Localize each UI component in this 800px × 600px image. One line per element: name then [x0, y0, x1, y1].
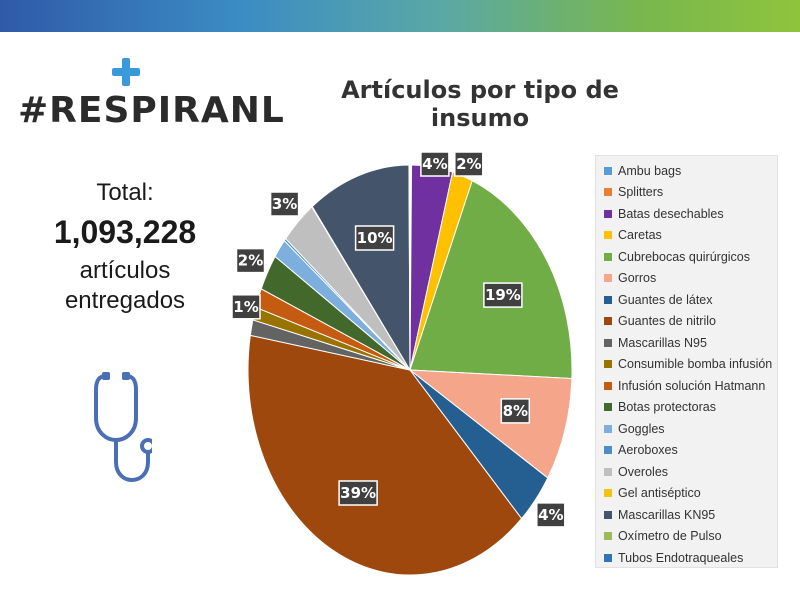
svg-text:2%: 2%	[456, 155, 481, 173]
legend-swatch	[604, 489, 612, 498]
chart-legend: Ambu bags Splitters Batas desechables Caret…	[595, 155, 778, 568]
legend-label: Botas protectoras	[618, 400, 716, 415]
data-label: 2%	[235, 247, 266, 274]
legend-item: Mascarillas KN95	[604, 504, 777, 526]
legend-item: Mascarillas N95	[604, 332, 777, 354]
pie-slice	[408, 369, 573, 479]
data-label: 8%	[500, 398, 531, 424]
data-label: 39%	[338, 480, 378, 506]
legend-item: Overoles	[604, 461, 777, 483]
legend-item: Splitters	[604, 182, 777, 204]
legend-label: Goggles	[618, 421, 665, 436]
legend-item: Consumible bomba infusión	[604, 354, 777, 376]
legend-item: Oxímetro de Pulso	[604, 526, 777, 548]
legend-label: Gorros	[618, 271, 657, 286]
data-label: 4%	[420, 151, 450, 177]
legend-swatch	[604, 209, 612, 218]
svg-text:10%: 10%	[357, 229, 393, 247]
pie-chart: 4% 2% 19% 8% 4% 39% 1% 2% 3% 10%	[231, 151, 573, 576]
svg-text:4%: 4%	[422, 155, 447, 173]
svg-text:8%: 8%	[503, 402, 528, 420]
legend-label: Infusión solución Hatmann	[618, 378, 766, 393]
total-label: Total:	[96, 179, 154, 206]
legend-swatch	[604, 295, 612, 304]
legend-label: Batas desechables	[618, 206, 724, 221]
legend-item: Ambu bags	[604, 160, 777, 182]
legend-swatch	[604, 274, 612, 283]
legend-item: Batas desechables	[604, 203, 777, 225]
legend-swatch	[604, 403, 612, 412]
data-label: 1%	[231, 294, 261, 320]
legend-swatch	[604, 467, 612, 476]
legend-label: Guantes de látex	[618, 292, 713, 307]
legend-item: Guantes de látex	[604, 289, 777, 311]
data-label: 19%	[483, 282, 523, 308]
legend-swatch	[604, 317, 612, 326]
legend-swatch	[604, 231, 612, 240]
legend-item: Caretas	[604, 225, 777, 247]
legend-label: Splitters	[618, 185, 664, 200]
pie-slice	[408, 164, 411, 371]
data-label: 3%	[269, 191, 300, 217]
legend-label: Ambu bags	[618, 163, 682, 178]
legend-swatch	[604, 424, 612, 433]
legend-label: Consumible bomba infusión	[618, 357, 773, 372]
legend-swatch	[604, 446, 612, 455]
svg-text:4%: 4%	[538, 506, 563, 524]
data-label: 4%	[536, 502, 566, 528]
total-caption-2: entregados	[64, 287, 186, 314]
total-caption-1: artículos	[79, 257, 171, 284]
data-label: 10%	[354, 225, 395, 251]
legend-swatch	[604, 188, 612, 197]
legend-item: Goggles	[604, 418, 777, 440]
stethoscope-icon	[94, 372, 152, 483]
svg-text:39%: 39%	[340, 484, 376, 502]
legend-item: Gorros	[604, 268, 777, 290]
legend-label: Oxímetro de Pulso	[618, 529, 722, 544]
legend-item: Gel antiséptico	[604, 483, 777, 505]
legend-label: Tubos Endotraqueales	[618, 550, 744, 565]
pie-slice	[409, 180, 573, 380]
svg-text:2%: 2%	[238, 252, 263, 270]
total-summary: Total: 1,093,228 artículos entregados	[20, 178, 230, 316]
brand-logo: #RESPIRANL	[18, 90, 285, 131]
legend-label: Mascarillas N95	[618, 335, 707, 350]
legend-swatch	[604, 510, 612, 519]
svg-text:19%: 19%	[485, 286, 521, 304]
legend-item: Cubrebocas quirúrgicos	[604, 246, 777, 268]
legend-item: Tubos Endotraqueales	[604, 547, 777, 569]
legend-item: Infusión solución Hatmann	[604, 375, 777, 397]
legend-swatch	[604, 553, 612, 562]
legend-label: Aeroboxes	[618, 443, 678, 458]
legend-swatch	[604, 532, 612, 541]
legend-item: Botas protectoras	[604, 397, 777, 419]
pie-slice	[311, 164, 411, 372]
legend-swatch	[604, 381, 612, 390]
legend-label: Overoles	[618, 464, 669, 479]
pie-slice	[247, 334, 523, 576]
total-value: 1,093,228	[53, 214, 197, 250]
legend-swatch	[604, 252, 612, 261]
medical-cross-icon	[112, 58, 140, 86]
legend-swatch	[604, 338, 612, 347]
legend-label: Gel antiséptico	[618, 486, 701, 501]
legend-label: Cubrebocas quirúrgicos	[618, 249, 751, 264]
legend-item: Aeroboxes	[604, 440, 777, 462]
legend-label: Guantes de nitrilo	[618, 314, 716, 329]
data-label: 2%	[454, 151, 484, 177]
legend-swatch	[604, 166, 612, 175]
svg-text:3%: 3%	[272, 195, 297, 213]
legend-label: Mascarillas KN95	[618, 507, 716, 522]
chart-title: Artículos por tipo de insumo	[341, 76, 619, 132]
legend-swatch	[604, 360, 612, 369]
legend-item: Guantes de nitrilo	[604, 311, 777, 333]
legend-label: Caretas	[618, 228, 662, 243]
header-gradient-bar	[0, 0, 800, 32]
svg-text:1%: 1%	[233, 298, 258, 316]
